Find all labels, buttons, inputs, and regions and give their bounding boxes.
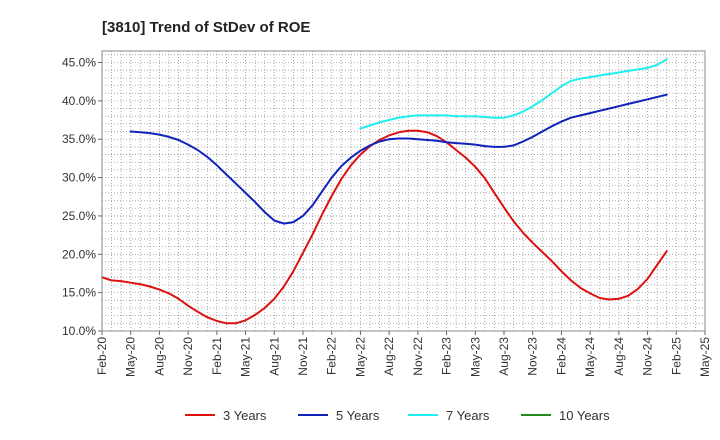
series-line-7-years [359,58,668,130]
x-tick-label: Feb-20 [95,337,109,375]
x-axis: Feb-20 May-20 Aug-20 Nov-20 Feb-21 May-21 Aug-… [95,331,712,377]
y-tick-label: 15.0% [62,286,96,300]
x-tick-label: Aug-21 [267,337,281,376]
y-axis: 10.0% 15.0% 20.0% 25.0% 30.0% 35.0% 40.0% 45.0% [62,56,102,338]
x-tick-label: May-21 [239,337,253,377]
x-tick-label: May-24 [583,337,597,377]
x-tick-label: Aug-23 [497,337,511,376]
x-tick-label: Feb-21 [210,337,224,375]
x-tick-label: Feb-25 [669,337,683,375]
legend-label: 7 Years [446,408,490,423]
legend-label: 3 Years [223,408,267,423]
y-tick-label: 40.0% [62,94,96,108]
x-tick-label: May-20 [124,337,138,377]
plot-area [102,51,705,331]
series-line-5-years [129,93,668,225]
x-tick-label: Nov-22 [411,337,425,376]
series-line-3-years [101,129,668,325]
x-tick-label: Aug-20 [152,337,166,376]
y-tick-label: 45.0% [62,56,96,70]
y-tick-label: 35.0% [62,132,96,146]
x-tick-label: Nov-23 [526,337,540,376]
series-lines [101,58,668,325]
x-tick-label: May-25 [698,337,712,377]
x-tick-label: Nov-24 [641,337,655,376]
x-tick-label: Aug-22 [382,337,396,376]
legend-label: 5 Years [336,408,380,423]
x-tick-label: Feb-23 [440,337,454,375]
x-tick-label: Feb-22 [325,337,339,375]
x-tick-label: May-23 [468,337,482,377]
x-tick-label: May-22 [353,337,367,377]
plot-border [101,50,706,332]
x-tick-label: Feb-24 [554,337,568,375]
y-tick-label: 20.0% [62,247,96,261]
y-tick-label: 10.0% [62,324,96,338]
legend-label: 10 Years [559,408,610,423]
x-tick-label: Aug-24 [612,337,626,376]
chart-title: [3810] Trend of StDev of ROE [102,19,310,36]
x-tick-label: Nov-20 [181,337,195,376]
x-tick-label: Nov-21 [296,337,310,376]
legend: 3 Years 5 Years 7 Years 10 Years [185,408,610,423]
y-tick-label: 25.0% [62,209,96,223]
y-tick-label: 30.0% [62,171,96,185]
